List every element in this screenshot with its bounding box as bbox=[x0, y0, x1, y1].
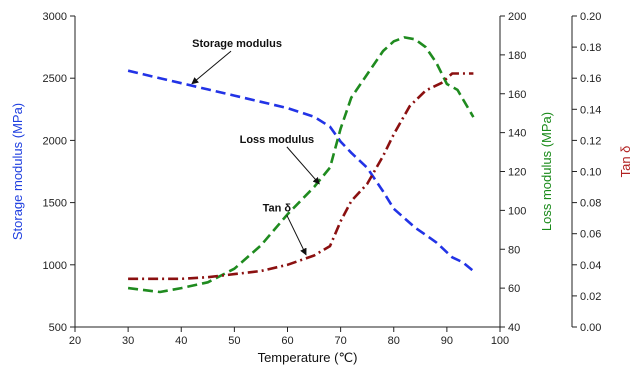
left-tick-label: 2000 bbox=[43, 135, 67, 147]
loss-tick-label: 120 bbox=[508, 167, 526, 179]
left-tick-label: 3000 bbox=[43, 11, 67, 23]
tan-tick-label: 0.02 bbox=[580, 291, 601, 303]
tan-tick-label: 0.08 bbox=[580, 198, 601, 210]
x-tick-label: 60 bbox=[281, 335, 293, 347]
x-tick-label: 20 bbox=[69, 335, 81, 347]
loss-axis-title: Loss modulus (MPa) bbox=[539, 112, 554, 231]
annotation-arrow bbox=[286, 215, 307, 256]
loss-tick-label: 100 bbox=[508, 205, 526, 217]
tan-tick-label: 0.00 bbox=[580, 322, 601, 334]
x-tick-label: 40 bbox=[175, 335, 187, 347]
axes-layer: 20 30 40 50 60 70 80 90 100 500 1000 1500 2000 2500 30… bbox=[10, 11, 633, 365]
x-tick-label: 100 bbox=[491, 335, 509, 347]
annotation-arrow bbox=[191, 50, 232, 85]
tan-tick-label: 0.04 bbox=[580, 260, 601, 272]
series-line-storage-modulus bbox=[127, 69, 475, 273]
annotation-label: Loss modulus bbox=[240, 134, 315, 146]
loss-tick-label: 200 bbox=[508, 11, 526, 23]
loss-tick-label: 160 bbox=[508, 89, 526, 101]
annotation-arrow bbox=[286, 146, 320, 185]
tan-tick-label: 0.16 bbox=[580, 73, 601, 85]
loss-tick-label: 40 bbox=[508, 322, 520, 334]
x-tick-label: 30 bbox=[122, 335, 134, 347]
tan-tick-label: 0.14 bbox=[580, 104, 601, 116]
loss-tick-label: 60 bbox=[508, 283, 520, 295]
loss-tick-label: 80 bbox=[508, 244, 520, 256]
tan-axis-title: Tan δ bbox=[618, 146, 633, 178]
loss-tick-label: 140 bbox=[508, 128, 526, 140]
x-axis-title: Temperature (℃) bbox=[258, 350, 358, 365]
tan-tick-label: 0.10 bbox=[580, 167, 601, 179]
x-tick-label: 50 bbox=[228, 335, 240, 347]
left-axis-title: Storage modulus (MPa) bbox=[10, 103, 25, 240]
x-tick-label: 70 bbox=[335, 335, 347, 347]
annotation-layer: Storage modulus Loss modulus Tan δ bbox=[191, 38, 320, 256]
left-tick-label: 1500 bbox=[43, 198, 67, 210]
tan-tick-label: 0.12 bbox=[580, 135, 601, 147]
series-layer bbox=[127, 36, 475, 294]
left-tick-label: 1000 bbox=[43, 260, 67, 272]
series-line-tan bbox=[128, 72, 474, 281]
tan-tick-label: 0.18 bbox=[580, 42, 601, 54]
left-tick-label: 500 bbox=[49, 322, 67, 334]
tan-tick-label: 0.20 bbox=[580, 11, 601, 23]
annotation-label: Tan δ bbox=[263, 202, 292, 214]
series-line-loss-modulus bbox=[127, 36, 475, 294]
loss-tick-label: 180 bbox=[508, 50, 526, 62]
annotation-label: Storage modulus bbox=[192, 38, 282, 50]
left-tick-label: 2500 bbox=[43, 73, 67, 85]
tan-tick-label: 0.06 bbox=[580, 229, 601, 241]
x-tick-label: 90 bbox=[441, 335, 453, 347]
x-tick-label: 80 bbox=[388, 335, 400, 347]
